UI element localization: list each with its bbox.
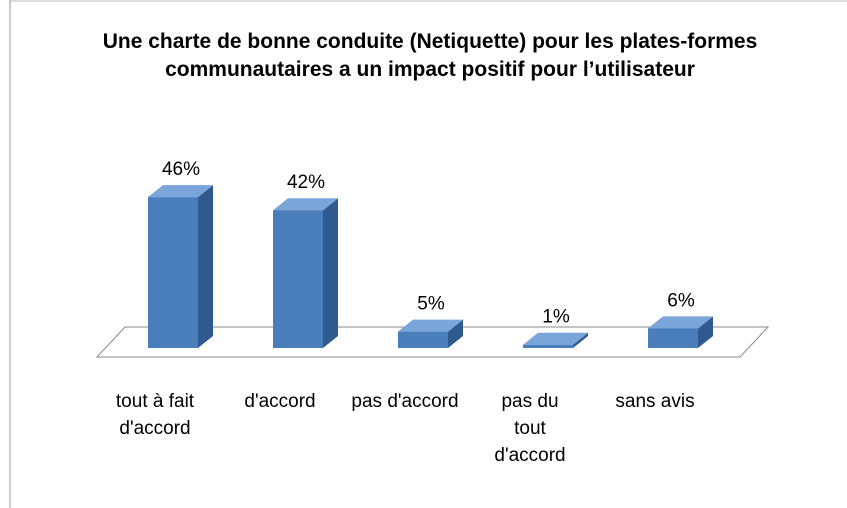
bar	[398, 331, 448, 348]
x-tick-label: pas du tout d'accord	[494, 391, 566, 466]
bar	[648, 328, 698, 348]
data-label: 42%	[287, 172, 325, 193]
bar	[523, 344, 573, 348]
bar-top	[273, 198, 338, 211]
bar-side	[198, 185, 213, 348]
data-label: 46%	[162, 159, 200, 180]
bar	[273, 210, 323, 348]
data-label: 1%	[542, 307, 570, 328]
x-tick-label: sans avis	[615, 391, 695, 412]
bar-side	[323, 198, 338, 348]
bar-top	[648, 316, 713, 329]
x-tick-label: d'accord	[244, 391, 316, 412]
data-label: 6%	[667, 290, 695, 311]
x-tick-label: pas d'accord	[351, 391, 459, 412]
bar-top	[523, 332, 588, 345]
data-label: 5%	[417, 294, 445, 315]
bar-side	[448, 319, 463, 348]
x-tick-label: tout à fait d'accord	[115, 391, 195, 439]
bar-top	[148, 185, 213, 198]
bar	[148, 197, 198, 348]
bar-side	[573, 332, 588, 348]
chart-title: Une charte de bonne conduite (Netiquette…	[102, 30, 758, 81]
bar-side	[698, 316, 713, 348]
bar-top	[398, 319, 463, 332]
